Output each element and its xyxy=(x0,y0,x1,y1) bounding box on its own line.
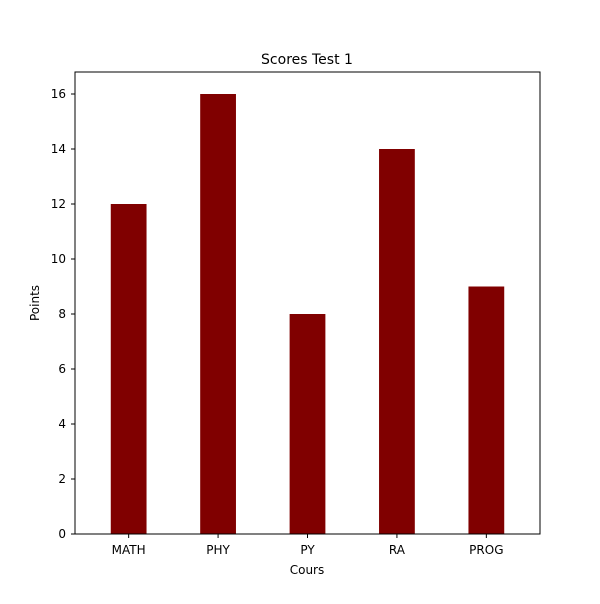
x-tick-label: PHY xyxy=(206,543,230,557)
y-tick-label: 16 xyxy=(51,87,66,101)
x-axis-ticks: MATH PHY PY RA PROG xyxy=(112,534,504,557)
x-axis-label: Cours xyxy=(290,563,325,577)
y-tick-label: 0 xyxy=(58,527,66,541)
y-tick-label: 12 xyxy=(51,197,66,211)
x-tick-label: PROG xyxy=(469,543,503,557)
bar-math xyxy=(110,204,147,534)
x-tick-label: PY xyxy=(300,543,315,557)
plot-frame xyxy=(74,71,541,535)
bar-ra xyxy=(379,149,415,534)
y-tick-label: 10 xyxy=(51,252,66,266)
y-tick-label: 4 xyxy=(58,417,66,431)
bars xyxy=(110,94,505,534)
y-tick-label: 8 xyxy=(58,307,66,321)
y-axis-label: Points xyxy=(28,285,42,321)
y-tick-label: 6 xyxy=(58,362,66,376)
y-tick-label: 2 xyxy=(58,472,66,486)
bar-phy xyxy=(200,94,236,534)
y-tick-label: 14 xyxy=(51,142,66,156)
chart-title: Scores Test 1 xyxy=(261,52,353,68)
bar-py xyxy=(289,314,326,534)
y-axis-ticks: 0 2 4 6 8 10 12 14 16 xyxy=(51,87,75,541)
x-tick-label: MATH xyxy=(112,543,146,557)
x-tick-label: RA xyxy=(389,543,406,557)
bar-prog xyxy=(468,286,505,534)
